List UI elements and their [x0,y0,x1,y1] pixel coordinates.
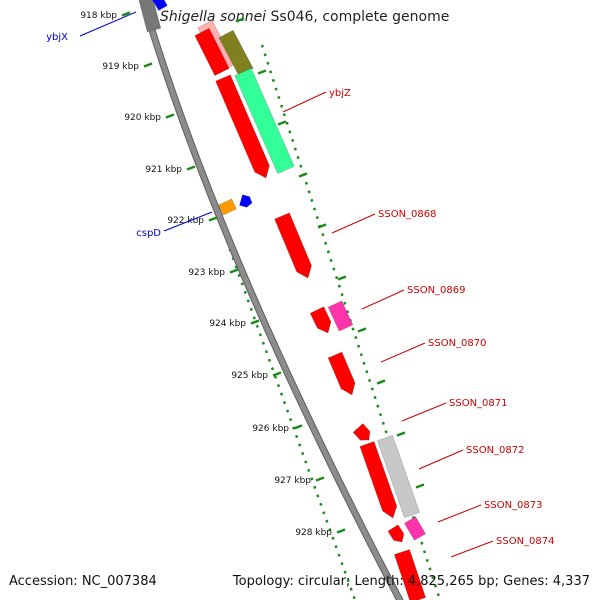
tick-label: 927 kbp [274,476,311,486]
outer-tick-mark [298,172,308,178]
gene-label: SSON_0870 [428,338,487,349]
tick-mark [293,424,303,430]
tick-mark [250,319,260,325]
gene-label-leader [437,504,482,523]
map-title: Shigella sonnei Ss046, complete genome [160,9,449,25]
gene-feature-SSON_0873a [387,524,405,543]
gene-feature-gray-top [138,0,162,33]
gene-label: ybjX [46,32,68,43]
gene-feature-olive [218,29,254,77]
gene-label: SSON_0869 [407,285,466,296]
gene-label-leader [282,91,327,113]
gene-label-leader [361,289,405,310]
gene-label: SSON_0868 [378,209,437,220]
gene-label-leader [380,342,426,363]
outer-tick-mark [376,379,386,385]
outer-tick-mark [415,483,425,489]
gene-feature-SSON_0873 [403,516,427,541]
gene-label-leader [331,213,376,234]
outer-tick-mark [235,17,245,23]
backbone-shadow [139,0,404,600]
tick-label: 921 kbp [145,165,182,175]
gene-label: cspD [136,228,161,239]
gene-feature-SSON_0874 [394,549,426,600]
genome-backbone [139,0,404,600]
tick-dot-tracks [146,19,442,600]
gene-label-leader [79,11,137,37]
gene-label-leader [401,402,447,422]
gene-label-leader [450,540,494,558]
gene-feature-SSON_0869a [309,306,332,334]
outer-tick-mark [357,327,367,333]
tick-label: 919 kbp [102,62,139,72]
tick-mark [315,476,325,482]
tick-label: 926 kbp [252,424,289,434]
tick-label: 925 kbp [231,371,268,381]
tick-label: 923 kbp [188,268,225,278]
gene-label: SSON_0871 [449,398,508,409]
gene-feature-orange [218,198,237,216]
backbone-line [140,0,403,600]
gene-label: SSON_0872 [466,445,525,456]
outer-tick-mark [277,120,287,126]
accession-text: Accession: NC_007384 [9,574,157,589]
gene-feature-red-2 [215,74,270,179]
tick-mark [121,11,131,17]
tick-label: 918 kbp [80,11,117,21]
tick-label: 924 kbp [209,319,246,329]
tick-label: 928 kbp [295,528,332,538]
tick-marks: 918 kbp 919 kbp 920 kbp 921 kbp 922 kbp 923 k… [80,11,425,538]
gene-feature-ybjZ [234,67,295,175]
tick-mark [336,528,346,534]
inner-tick-track [146,19,357,600]
outer-tick-mark [257,69,267,75]
gene-feature-SSON_0872-gray [377,434,420,519]
tick-mark [165,113,175,119]
tick-mark [208,216,218,222]
genome-summary-text: Topology: circular; Length: 4,825,265 bp… [232,574,590,589]
tick-mark [229,268,239,274]
gene-labels: ybjX ybjZ cspD SSON_0868 SSON_0869 SSON_0870 S… [46,11,555,558]
gene-feature-SSON_0870 [327,351,356,396]
gene-feature-red-1 [194,28,230,76]
tick-mark [143,62,153,68]
tick-label: 920 kbp [124,113,161,123]
map-title-suffix: Ss046, complete genome [266,9,450,25]
outer-tick-mark [337,275,347,281]
gene-feature-SSON_0868 [274,212,312,279]
gene-features [138,0,427,600]
gene-feature-SSON_0871 [352,423,371,441]
gene-label: ybjZ [329,88,351,99]
tick-mark [272,371,282,377]
gene-feature-cspD [239,194,253,208]
gene-feature-SSON_0872 [359,441,398,519]
tick-mark [186,165,196,171]
outer-tick-mark [396,431,406,437]
gene-label: SSON_0874 [496,536,555,547]
gene-label-leader [163,211,213,232]
gene-label: SSON_0873 [484,500,543,511]
gene-label-leader [418,449,464,470]
gene-feature-SSON_0869 [327,300,354,332]
tick-label: 922 kbp [167,216,204,226]
outer-tick-mark [317,223,327,229]
gene-feature-ybjX [152,0,168,11]
